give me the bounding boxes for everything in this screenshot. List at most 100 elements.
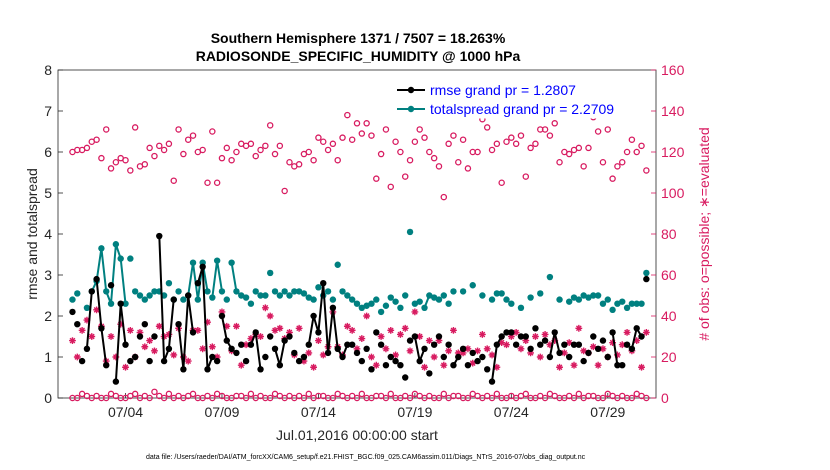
obs-possible-point bbox=[368, 132, 375, 139]
rmse-point bbox=[363, 345, 370, 352]
obs-possible-zero-point bbox=[522, 390, 530, 398]
obs-possible-point bbox=[382, 126, 390, 133]
spread-point bbox=[300, 290, 308, 297]
rmse-point bbox=[122, 341, 129, 348]
spread-point bbox=[488, 296, 496, 303]
rmse-point bbox=[276, 362, 284, 369]
spread-point bbox=[614, 300, 621, 307]
obs-evaluated-point bbox=[78, 326, 86, 334]
obs-possible-point bbox=[532, 140, 539, 148]
rmse-point bbox=[348, 341, 356, 348]
obs-evaluated-point bbox=[305, 349, 313, 357]
spread-point bbox=[426, 292, 433, 299]
rmse-point bbox=[590, 333, 597, 340]
rmse-point bbox=[180, 366, 187, 373]
obs-possible-point bbox=[551, 120, 558, 127]
obs-possible-zero-point bbox=[643, 394, 650, 402]
obs-possible-point bbox=[426, 148, 433, 156]
obs-possible-point bbox=[401, 173, 409, 180]
obs-evaluated-point bbox=[261, 304, 269, 312]
rmse-point bbox=[353, 349, 361, 357]
rmse-point bbox=[464, 362, 472, 369]
obs-possible-zero-point bbox=[387, 390, 395, 398]
spread-point bbox=[435, 296, 443, 303]
obs-possible-point bbox=[585, 144, 592, 152]
legend-spread-label: totalspread grand pr = 2.2709 bbox=[430, 101, 614, 117]
obs-possible-zero-point bbox=[329, 394, 337, 402]
rmse-point bbox=[479, 353, 486, 361]
rmse-point bbox=[151, 333, 158, 340]
obs-evaluated-point bbox=[483, 345, 491, 353]
obs-possible-point bbox=[411, 138, 419, 145]
rmse-point bbox=[320, 280, 327, 287]
rmse-point bbox=[556, 349, 563, 357]
obs-evaluated-point bbox=[556, 363, 563, 371]
obs-possible-zero-point bbox=[300, 394, 308, 402]
spread-point bbox=[194, 296, 202, 303]
spread-point bbox=[324, 288, 332, 295]
obs-evaluated-point bbox=[406, 347, 414, 355]
rmse-point bbox=[397, 362, 404, 369]
spread-point bbox=[411, 300, 419, 307]
y-left-tick-label: 4 bbox=[44, 226, 52, 242]
rmse-point bbox=[382, 362, 390, 369]
obs-evaluated-point bbox=[421, 363, 428, 371]
spread-point bbox=[136, 292, 144, 299]
spread-point bbox=[546, 273, 554, 281]
spread-point bbox=[498, 290, 505, 297]
rmse-point bbox=[295, 357, 303, 365]
spread-point bbox=[344, 292, 351, 299]
rmse-point bbox=[406, 337, 414, 344]
rmse-point bbox=[69, 308, 76, 316]
spread-point bbox=[315, 284, 322, 291]
rmse-point bbox=[440, 353, 448, 361]
obs-possible-point bbox=[392, 138, 399, 145]
spread-point bbox=[570, 294, 578, 301]
obs-possible-zero-point bbox=[247, 390, 255, 398]
obs-possible-point bbox=[618, 158, 626, 166]
spread-point bbox=[556, 296, 563, 303]
rmse-point bbox=[175, 321, 182, 328]
obs-possible-point bbox=[324, 146, 332, 154]
obs-possible-point bbox=[305, 148, 313, 156]
obs-possible-point bbox=[373, 175, 380, 182]
obs-possible-zero-point bbox=[160, 394, 168, 402]
spread-point bbox=[619, 298, 626, 305]
spread-point bbox=[358, 304, 366, 311]
spread-point bbox=[459, 288, 467, 295]
x-tick-label: 07/04 bbox=[108, 404, 143, 420]
obs-possible-point bbox=[445, 140, 452, 148]
obs-possible-point bbox=[474, 148, 481, 156]
obs-evaluated-point bbox=[213, 353, 221, 361]
obs-evaluated-point bbox=[237, 361, 245, 369]
y-axis-right-label: # of obs: o=possible; ∗=evaluated bbox=[696, 127, 712, 340]
obs-possible-point bbox=[623, 148, 631, 156]
rmse-point bbox=[633, 325, 640, 332]
rmse-line bbox=[177, 295, 194, 370]
rmse-point bbox=[213, 357, 221, 365]
obs-possible-point bbox=[127, 167, 134, 174]
obs-possible-zero-point bbox=[242, 394, 250, 402]
spread-point bbox=[107, 300, 115, 307]
rmse-point bbox=[575, 341, 583, 348]
spread-point bbox=[238, 292, 245, 299]
obs-evaluated-point bbox=[575, 324, 583, 332]
rmse-point bbox=[131, 353, 139, 361]
rmse-point bbox=[416, 357, 423, 365]
spread-point bbox=[623, 304, 631, 311]
y-right-tick-label: 40 bbox=[661, 308, 677, 324]
obs-evaluated-point bbox=[199, 345, 207, 353]
spread-point bbox=[69, 296, 76, 303]
spread-point bbox=[638, 300, 645, 307]
rmse-point bbox=[107, 282, 115, 289]
obs-evaluated-point bbox=[435, 337, 443, 344]
rmse-point bbox=[93, 275, 100, 283]
obs-possible-point bbox=[430, 154, 438, 162]
rmse-point bbox=[537, 341, 544, 348]
spread-point bbox=[517, 304, 525, 311]
y-left-tick-label: 7 bbox=[44, 103, 52, 119]
x-tick-label: 07/09 bbox=[204, 404, 239, 420]
obs-evaluated-point bbox=[218, 308, 226, 316]
rmse-point bbox=[488, 378, 496, 385]
obs-possible-point bbox=[141, 161, 149, 168]
